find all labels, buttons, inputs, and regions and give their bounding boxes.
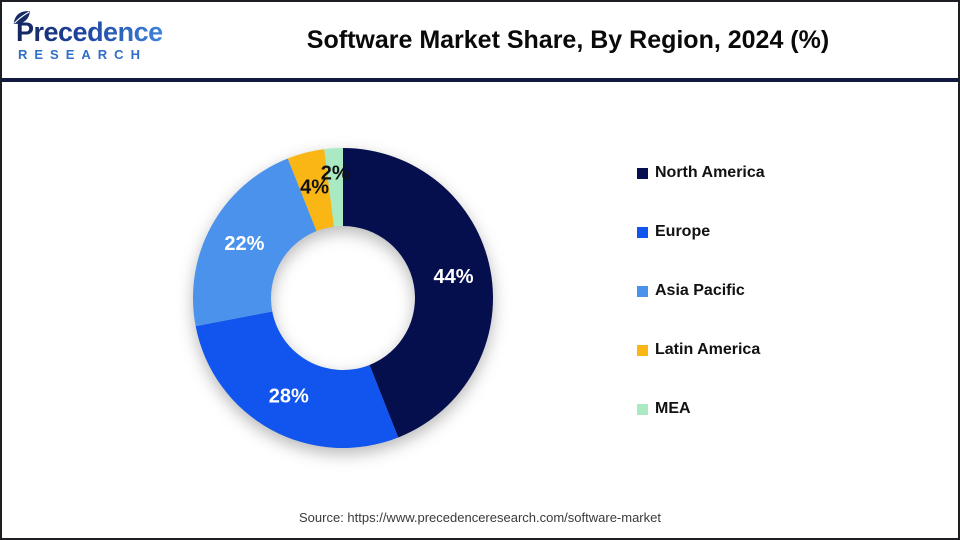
pie-slice-latin-america[interactable] bbox=[287, 149, 334, 232]
brand-logo: Precedence RESEARCH bbox=[13, 11, 186, 62]
legend-item-latin-america[interactable]: Latin America bbox=[637, 339, 765, 361]
legend-label: Asia Pacific bbox=[655, 282, 745, 299]
legend-label: MEA bbox=[655, 400, 691, 417]
legend-item-europe[interactable]: Europe bbox=[637, 221, 765, 243]
logo-name: Precedence bbox=[16, 17, 163, 47]
pie-slice-asia-pacific[interactable] bbox=[193, 158, 317, 327]
page-title: Software Market Share, By Region, 2024 (… bbox=[306, 25, 830, 54]
pie-slice-europe[interactable] bbox=[195, 311, 399, 448]
slice-data-label: 22% bbox=[224, 233, 264, 255]
legend: North America Europe Asia Pacific Latin … bbox=[637, 162, 765, 420]
legend-swatch-icon bbox=[637, 285, 648, 297]
pie-slice-mea[interactable] bbox=[324, 148, 343, 227]
legend-label: North America bbox=[655, 164, 765, 181]
source-text: Source: https://www.precedenceresearch.c… bbox=[299, 510, 661, 525]
leaf-icon bbox=[13, 11, 30, 24]
legend-swatch-icon bbox=[637, 167, 648, 179]
slice-data-label: 28% bbox=[269, 386, 309, 408]
donut-chart: 44% 28% 22% 4%2% bbox=[193, 148, 493, 448]
slice-data-label: 44% bbox=[433, 266, 473, 288]
legend-label: Latin America bbox=[655, 341, 761, 358]
legend-swatch-icon bbox=[637, 344, 648, 356]
slice-data-label: 4% bbox=[300, 177, 329, 199]
legend-item-mea[interactable]: MEA bbox=[637, 398, 765, 420]
legend-swatch-icon bbox=[637, 226, 648, 238]
legend-label: Europe bbox=[655, 223, 711, 240]
legend-item-asia-pacific[interactable]: Asia Pacific bbox=[637, 280, 765, 302]
header: Precedence RESEARCH Software Market Shar… bbox=[2, 2, 958, 82]
logo-subtitle: RESEARCH bbox=[18, 47, 147, 62]
legend-item-north-america[interactable]: North America bbox=[637, 162, 765, 184]
legend-swatch-icon bbox=[637, 403, 648, 415]
slice-data-label: 2% bbox=[321, 163, 350, 185]
pie-slice-north-america[interactable] bbox=[343, 148, 493, 438]
